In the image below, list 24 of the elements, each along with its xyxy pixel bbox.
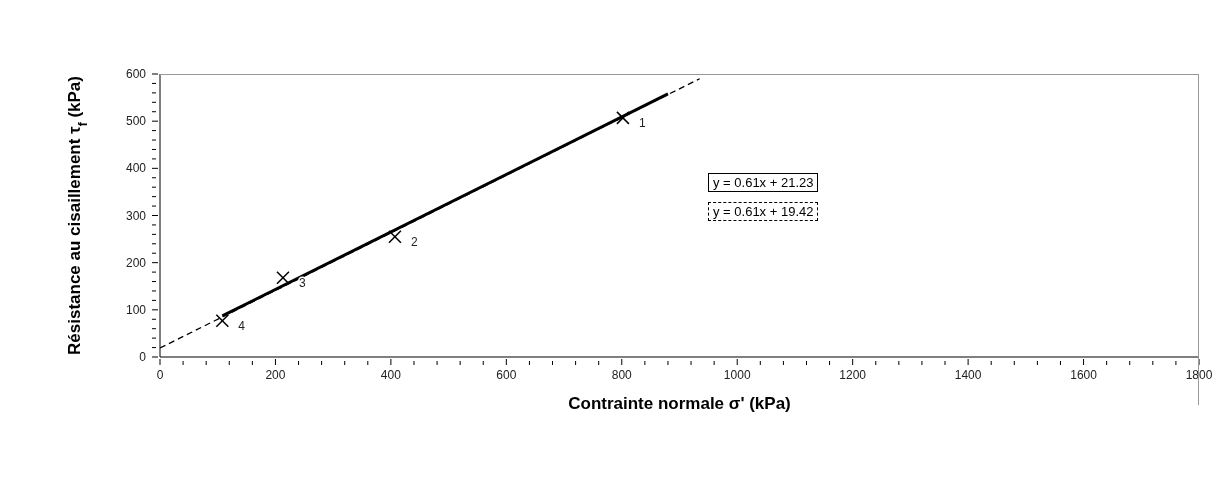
y-tick-label: 600 xyxy=(125,67,147,81)
y-tick-label: 200 xyxy=(125,255,147,270)
x-axis-title: Contrainte normale σ' (kPa) xyxy=(568,394,791,413)
y-tick-label: 500 xyxy=(125,114,147,129)
x-tick-label: 600 xyxy=(496,368,517,382)
x-tick-label: 1400 xyxy=(954,368,982,382)
text: y = 0.61x + 19.42 xyxy=(708,202,819,221)
y-tick-label: 0 xyxy=(139,350,147,364)
x-tick-label: 1000 xyxy=(723,368,751,382)
x-tick-label: 1200 xyxy=(839,368,867,382)
x-tick-label: 0 xyxy=(156,368,164,382)
x-tick-label: 400 xyxy=(380,368,402,382)
y-tick-label: 300 xyxy=(125,208,147,223)
y-tick-label: 100 xyxy=(125,302,147,317)
x-tick-label: 1600 xyxy=(1070,368,1098,382)
annotation: 2 xyxy=(410,234,418,249)
text: y = 0.61x + 21.23 xyxy=(708,173,819,192)
x-tick-label: 200 xyxy=(265,368,286,382)
annotation: 1 xyxy=(638,115,646,130)
annotation: 4 xyxy=(238,318,246,333)
x-tick-label: 1800 xyxy=(1185,368,1213,382)
x-tick-label: 800 xyxy=(611,368,633,382)
y-tick-label: 400 xyxy=(125,161,147,176)
annotation: 3 xyxy=(298,275,306,290)
